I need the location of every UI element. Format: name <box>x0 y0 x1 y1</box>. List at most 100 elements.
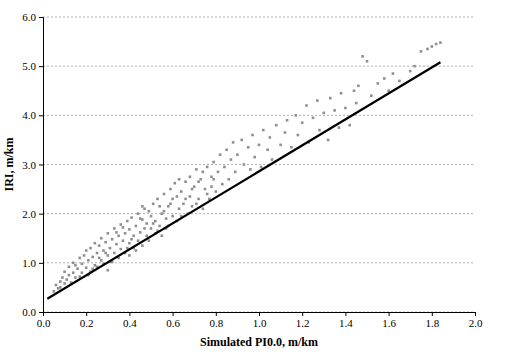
scatter-point <box>150 227 153 230</box>
scatter-point <box>72 271 75 274</box>
scatter-point <box>145 234 148 237</box>
scatter-point <box>113 227 116 230</box>
scatter-point <box>232 141 235 144</box>
scatter-point <box>212 178 215 181</box>
tick-mark <box>39 214 43 215</box>
chart: 0.00.20.40.60.81.01.21.41.61.82.00.01.02… <box>0 0 515 356</box>
scatter-point <box>169 203 172 206</box>
scatter-point <box>128 242 131 245</box>
scatter-point <box>413 65 416 68</box>
tick: 1.4 <box>339 312 353 329</box>
tick: 0.8 <box>209 312 223 329</box>
scatter-point <box>204 188 207 191</box>
tick-label: 0.4 <box>123 317 137 329</box>
tick-mark <box>432 312 433 316</box>
scatter-point <box>100 259 103 262</box>
tick: 0.6 <box>166 312 180 329</box>
scatter-point <box>262 129 265 132</box>
scatter-point <box>152 222 155 225</box>
tick-label: 2.0 <box>469 317 483 329</box>
scatter-point <box>206 166 209 169</box>
tick-mark <box>39 17 43 18</box>
scatter-point <box>145 222 148 225</box>
scatter-point <box>104 241 107 244</box>
scatter-point <box>74 276 77 279</box>
scatter-point <box>141 205 144 208</box>
scatter-point <box>119 248 122 251</box>
scatter-point <box>340 92 343 95</box>
scatter-point <box>143 207 146 210</box>
scatter-point <box>122 226 125 229</box>
tick-label: 1.4 <box>339 317 353 329</box>
scatter-point <box>420 50 423 53</box>
scatter-point <box>227 178 230 181</box>
scatter-point <box>85 249 88 252</box>
scatter-point <box>124 232 127 235</box>
scatter-point <box>221 183 224 186</box>
grid-line <box>43 66 475 67</box>
scatter-point <box>269 136 272 139</box>
scatter-point <box>353 89 356 92</box>
scatter-point <box>366 60 369 63</box>
scatter-point <box>301 121 304 124</box>
tick-label: 1.0 <box>253 317 267 329</box>
scatter-point <box>178 207 181 210</box>
scatter-point <box>370 94 373 97</box>
tick-mark <box>39 115 43 116</box>
tick-mark <box>216 312 217 316</box>
scatter-point <box>117 234 120 237</box>
scatter-point <box>243 163 246 166</box>
scatter-point <box>111 238 114 241</box>
tick-mark <box>302 312 303 316</box>
scatter-point <box>98 257 101 260</box>
scatter-point <box>163 193 166 196</box>
scatter-point <box>225 148 228 151</box>
scatter-point <box>76 267 79 270</box>
scatter-point <box>355 102 358 105</box>
scatter-point <box>189 195 192 198</box>
scatter-point <box>167 205 170 208</box>
scatter-point <box>392 72 395 75</box>
scatter-point <box>143 227 146 230</box>
scatter-point <box>107 254 110 257</box>
scatter-point <box>189 175 192 178</box>
tick-label: 1.0 <box>22 257 36 269</box>
scatter-point <box>137 239 140 242</box>
grid <box>43 17 475 312</box>
tick-label: 0.2 <box>80 317 94 329</box>
scatter-point <box>212 161 215 164</box>
scatter-point <box>217 171 220 174</box>
scatter-point <box>260 166 263 169</box>
scatter-point <box>279 144 282 147</box>
scatter-point <box>59 286 62 289</box>
scatter-point <box>135 249 138 252</box>
scatter-point <box>178 178 181 181</box>
scatter-point <box>165 217 168 220</box>
scatter-point <box>87 259 90 262</box>
scatter-point <box>152 203 155 206</box>
scatter-point <box>107 269 110 272</box>
tick-mark <box>86 312 87 316</box>
tick-mark <box>345 312 346 316</box>
scatter-point <box>63 270 66 273</box>
tick: 0.4 <box>123 312 137 329</box>
tick-mark <box>259 312 260 316</box>
scatter-point <box>348 124 351 127</box>
scatter-point <box>68 265 71 268</box>
tick-label: 1.8 <box>425 317 439 329</box>
scatter-point <box>85 266 88 269</box>
scatter-point <box>197 198 200 201</box>
scatter-point <box>361 55 364 58</box>
tick: 6.0 <box>22 11 43 23</box>
scatter-point <box>139 231 142 234</box>
scatter-point <box>234 171 237 174</box>
scatter-point <box>81 263 84 266</box>
scatter-point <box>107 232 110 235</box>
scatter-point <box>210 175 213 178</box>
axis-line <box>44 313 476 317</box>
scatter-point <box>94 242 97 245</box>
scatter-series <box>53 41 442 292</box>
scatter-point <box>137 212 140 215</box>
scatter-point <box>154 220 157 223</box>
scatter-point <box>113 252 116 255</box>
